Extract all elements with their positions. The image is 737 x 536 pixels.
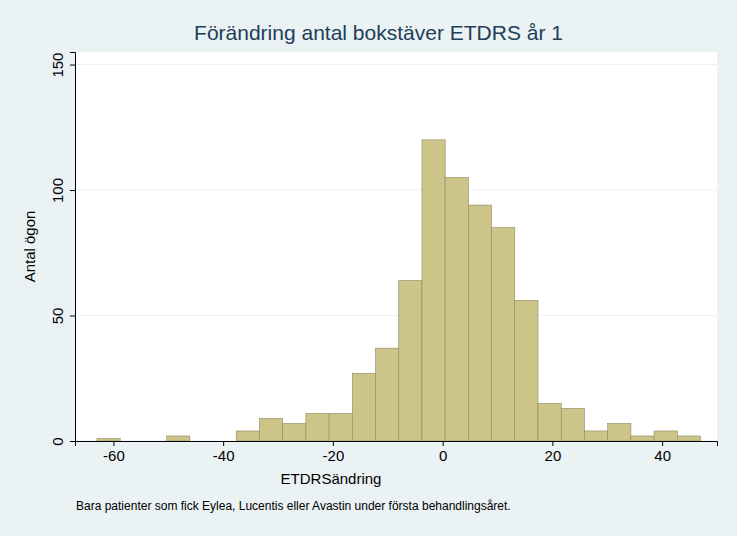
bar (213, 441, 236, 442)
background (0, 0, 737, 536)
bar (283, 423, 306, 441)
bar (376, 348, 399, 441)
x-tick-mark (552, 441, 553, 446)
bar (120, 441, 143, 442)
bar (422, 140, 445, 441)
x-tick: -20 (323, 441, 345, 464)
y-axis-title: Antal ögon (21, 211, 38, 283)
x-axis: -60 -40 -20 0 20 40 (76, 441, 718, 464)
y-tick: 100 (49, 178, 75, 203)
grid (75, 65, 717, 441)
bar (468, 205, 491, 441)
y-tick: 150 (49, 53, 75, 78)
x-tick-label: -20 (323, 447, 345, 464)
bar (306, 413, 329, 441)
bar (259, 418, 282, 441)
y-tick-label: 50 (49, 308, 66, 325)
x-tick-mark (443, 441, 444, 446)
bar (190, 441, 213, 442)
bar (608, 423, 631, 441)
bars (97, 140, 701, 441)
bar (538, 403, 561, 441)
y-tick: 0 (49, 437, 75, 445)
x-tick-mark (662, 441, 663, 446)
grid-line (75, 64, 717, 65)
x-tick: 20 (545, 441, 562, 464)
bar (329, 413, 352, 441)
y-axis: 0 50 100 150 (49, 53, 76, 446)
x-tick-mark (333, 441, 334, 446)
bar (352, 373, 375, 441)
x-tick-mark (223, 441, 224, 446)
y-tick-mark (70, 316, 75, 317)
note: Bara patienter som fick Eylea, Lucentis … (76, 499, 511, 513)
x-axis-line (76, 442, 718, 447)
x-tick-mark (113, 441, 114, 446)
bar (631, 436, 654, 441)
x-tick-label: -60 (103, 447, 125, 464)
bar (561, 408, 584, 441)
plot-area (75, 52, 717, 441)
bar (654, 431, 677, 441)
plot: -60 -40 -20 0 20 40 0 50 100 150 (49, 52, 718, 464)
bar (492, 228, 515, 441)
y-tick-mark (70, 65, 75, 66)
bar (515, 300, 538, 441)
bar (584, 431, 607, 441)
y-tick-mark (70, 441, 75, 442)
x-tick-label: 20 (545, 447, 562, 464)
bar (167, 436, 190, 441)
bar (143, 441, 166, 442)
x-tick: 40 (654, 441, 671, 464)
bar (236, 431, 259, 441)
bar (399, 280, 422, 441)
y-tick-mark (70, 190, 75, 191)
y-tick-label: 150 (49, 53, 66, 78)
x-tick: -60 (103, 441, 125, 464)
title: Förändring antal bokstäver ETDRS år 1 (194, 21, 563, 44)
grid-line (75, 315, 717, 316)
x-tick-label: 40 (654, 447, 671, 464)
x-tick-label: 0 (439, 447, 447, 464)
grid-line (75, 190, 717, 191)
y-tick-label: 100 (49, 178, 66, 203)
x-tick: 0 (439, 441, 447, 464)
chart: -60 -40 -20 0 20 40 0 50 100 150 Förändring antal … (0, 0, 737, 536)
bar (677, 436, 700, 441)
y-axis-line (70, 53, 76, 442)
x-tick: -40 (213, 441, 235, 464)
x-axis-title: ETDRSändring (281, 470, 382, 487)
y-tick-label: 0 (49, 437, 66, 445)
bar (97, 438, 120, 441)
x-tick-label: -40 (213, 447, 235, 464)
bar (445, 177, 468, 441)
y-tick: 50 (49, 308, 75, 325)
